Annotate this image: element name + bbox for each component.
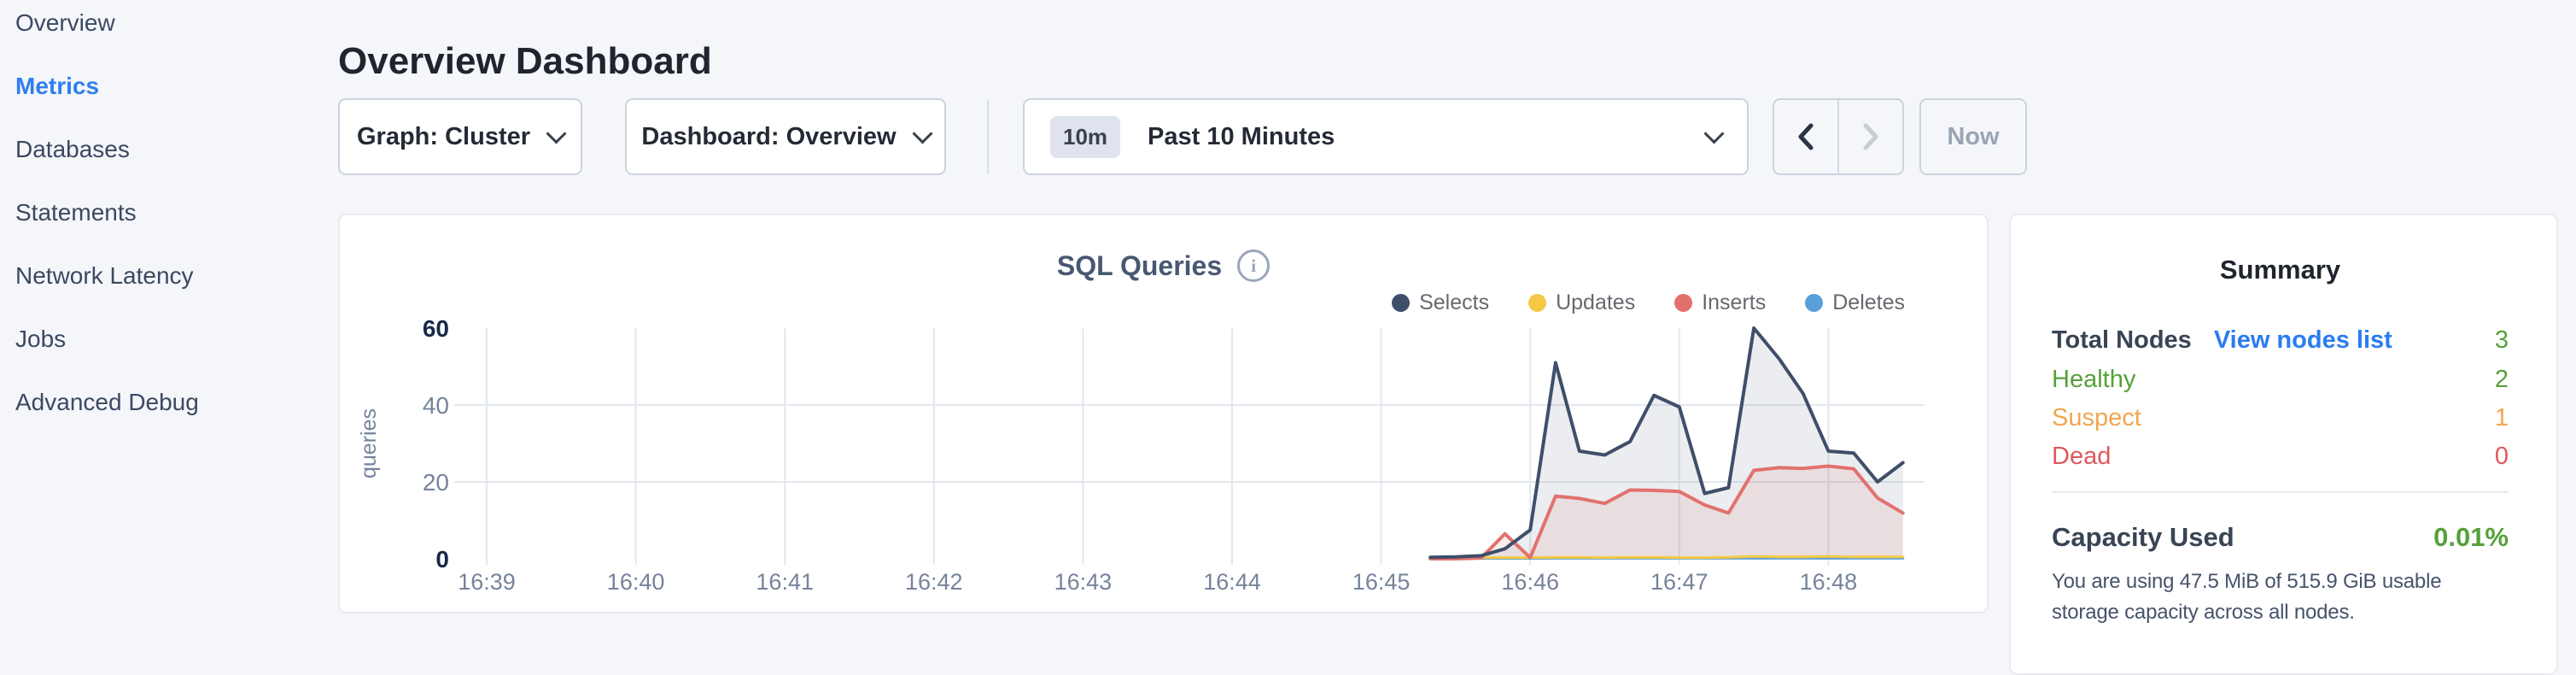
sidebar-item-label: Metrics bbox=[15, 73, 100, 99]
svg-text:16:47: 16:47 bbox=[1650, 569, 1709, 595]
sidebar: Overview Metrics Databases Statements Ne… bbox=[0, 0, 335, 624]
legend-item-updates[interactable]: Updates bbox=[1528, 291, 1635, 315]
sidebar-item-databases[interactable]: Databases bbox=[0, 118, 335, 181]
suspect-nodes-row: Suspect 1 bbox=[2052, 399, 2509, 437]
updates-dot-icon bbox=[1528, 294, 1547, 312]
svg-text:16:40: 16:40 bbox=[607, 569, 665, 595]
info-icon[interactable]: i bbox=[1237, 249, 1270, 282]
capacity-description: You are using 47.5 MiB of 515.9 GiB usab… bbox=[2052, 570, 2442, 624]
chevron-left-icon bbox=[1798, 123, 1814, 150]
dashboard-dropdown-label: Dashboard: Overview bbox=[641, 122, 897, 150]
time-forward-button[interactable] bbox=[1837, 100, 1902, 173]
summary-divider bbox=[2052, 491, 2509, 493]
chart-title: SQL Queries bbox=[1056, 249, 1223, 281]
sql-queries-card: SQL Queries i Selects Updates Inserts De… bbox=[338, 214, 1989, 613]
healthy-nodes-row: Healthy 2 bbox=[2052, 361, 2509, 399]
summary-panel: Summary Total Nodes View nodes list 3 He… bbox=[2009, 214, 2558, 675]
healthy-value: 2 bbox=[2494, 366, 2509, 393]
healthy-label: Healthy bbox=[2052, 366, 2136, 393]
time-range-dropdown[interactable]: 10m Past 10 Minutes bbox=[1023, 98, 1749, 175]
suspect-label: Suspect bbox=[2052, 404, 2141, 431]
svg-text:0: 0 bbox=[435, 546, 449, 572]
svg-text:60: 60 bbox=[423, 320, 449, 342]
chevron-down-icon bbox=[912, 122, 933, 144]
chevron-down-icon bbox=[1703, 122, 1725, 144]
chevron-down-icon bbox=[546, 122, 567, 144]
svg-text:20: 20 bbox=[423, 469, 449, 496]
svg-text:16:42: 16:42 bbox=[905, 569, 963, 595]
legend-item-deletes[interactable]: Deletes bbox=[1805, 291, 1905, 315]
sidebar-item-metrics[interactable]: Metrics bbox=[0, 55, 335, 118]
time-range-label: Past 10 Minutes bbox=[1148, 122, 1335, 150]
svg-text:40: 40 bbox=[423, 392, 449, 419]
capacity-used-label: Capacity Used bbox=[2052, 522, 2234, 552]
graph-scope-dropdown-label: Graph: Cluster bbox=[356, 122, 531, 150]
svg-text:16:41: 16:41 bbox=[756, 569, 814, 595]
sidebar-item-jobs[interactable]: Jobs bbox=[0, 308, 335, 371]
legend-item-selects[interactable]: Selects bbox=[1392, 291, 1489, 315]
time-range-badge: 10m bbox=[1050, 115, 1121, 158]
sidebar-item-label: Advanced Debug bbox=[15, 389, 199, 415]
selects-dot-icon bbox=[1392, 294, 1411, 312]
dead-label: Dead bbox=[2052, 443, 2112, 470]
svg-text:16:39: 16:39 bbox=[458, 569, 516, 595]
sidebar-item-advanced-debug[interactable]: Advanced Debug bbox=[0, 371, 335, 434]
svg-text:16:48: 16:48 bbox=[1800, 569, 1858, 595]
graph-scope-dropdown[interactable]: Graph: Cluster bbox=[338, 98, 582, 175]
legend-item-inserts[interactable]: Inserts bbox=[1674, 291, 1766, 315]
page-title: Overview Dashboard bbox=[338, 40, 712, 83]
svg-text:16:44: 16:44 bbox=[1203, 569, 1261, 595]
legend-label: Selects bbox=[1419, 291, 1490, 314]
suspect-value: 1 bbox=[2494, 404, 2509, 431]
sidebar-item-overview[interactable]: Overview bbox=[0, 0, 335, 55]
dead-value: 0 bbox=[2494, 443, 2509, 470]
chart-legend: Selects Updates Inserts Deletes bbox=[1392, 291, 1905, 315]
deletes-dot-icon bbox=[1805, 294, 1824, 312]
time-back-button[interactable] bbox=[1774, 100, 1837, 173]
sidebar-item-label: Overview bbox=[15, 9, 115, 36]
svg-text:16:46: 16:46 bbox=[1501, 569, 1559, 595]
dashboard-dropdown[interactable]: Dashboard: Overview bbox=[625, 98, 946, 175]
sidebar-item-label: Statements bbox=[15, 199, 137, 226]
chevron-right-icon bbox=[1863, 123, 1878, 150]
legend-label: Deletes bbox=[1832, 291, 1905, 314]
legend-label: Inserts bbox=[1702, 291, 1767, 314]
capacity-used-value: 0.01% bbox=[2433, 522, 2509, 552]
legend-label: Updates bbox=[1556, 291, 1636, 314]
now-button-label: Now bbox=[1947, 122, 2000, 150]
now-button[interactable]: Now bbox=[1919, 98, 2027, 175]
view-nodes-list-link[interactable]: View nodes list bbox=[2213, 326, 2392, 354]
svg-text:16:45: 16:45 bbox=[1352, 569, 1411, 595]
sidebar-item-statements[interactable]: Statements bbox=[0, 181, 335, 244]
sidebar-item-label: Databases bbox=[15, 136, 130, 162]
svg-text:queries: queries bbox=[360, 408, 381, 478]
dead-nodes-row: Dead 0 bbox=[2052, 437, 2509, 476]
inserts-dot-icon bbox=[1674, 294, 1693, 312]
controls-divider bbox=[987, 99, 989, 174]
sidebar-item-label: Jobs bbox=[15, 326, 67, 352]
sidebar-item-network-latency[interactable]: Network Latency bbox=[0, 244, 335, 308]
total-nodes-value: 3 bbox=[2494, 326, 2509, 354]
summary-title: Summary bbox=[2219, 255, 2341, 285]
sidebar-item-label: Network Latency bbox=[15, 262, 194, 289]
time-step-buttons bbox=[1773, 98, 1904, 175]
svg-text:16:43: 16:43 bbox=[1054, 569, 1113, 595]
sql-queries-chart-canvas[interactable]: 16:39 16:40 16:41 16:42 16:43 16:44 16:45 16:46… bbox=[360, 320, 1970, 602]
total-nodes-label: Total Nodes bbox=[2052, 326, 2192, 354]
total-nodes-row: Total Nodes View nodes list 3 bbox=[2052, 320, 2509, 361]
